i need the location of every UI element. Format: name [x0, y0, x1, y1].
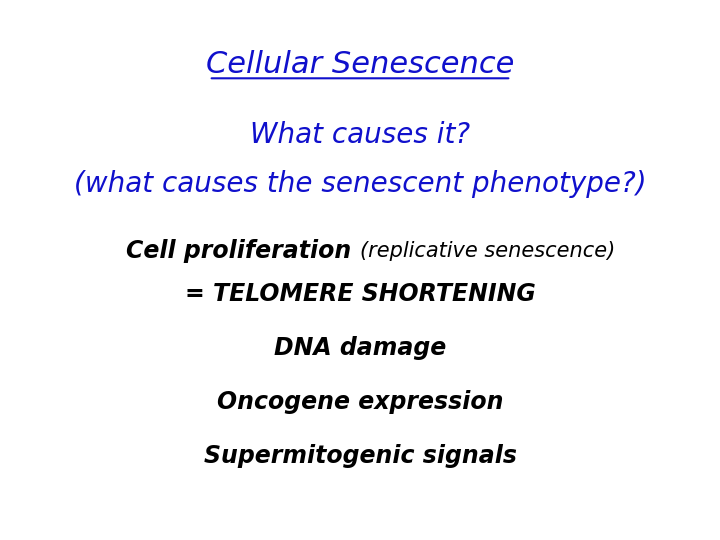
Text: (what causes the senescent phenotype?): (what causes the senescent phenotype?): [73, 170, 647, 198]
Text: What causes it?: What causes it?: [250, 121, 470, 149]
Text: Cellular Senescence: Cellular Senescence: [206, 50, 514, 79]
Text: = TELOMERE SHORTENING: = TELOMERE SHORTENING: [184, 282, 536, 306]
Text: (replicative senescence): (replicative senescence): [360, 241, 616, 261]
Text: Supermitogenic signals: Supermitogenic signals: [204, 444, 516, 468]
Text: Oncogene expression: Oncogene expression: [217, 390, 503, 414]
Text: Cell proliferation: Cell proliferation: [127, 239, 360, 263]
Text: DNA damage: DNA damage: [274, 336, 446, 360]
